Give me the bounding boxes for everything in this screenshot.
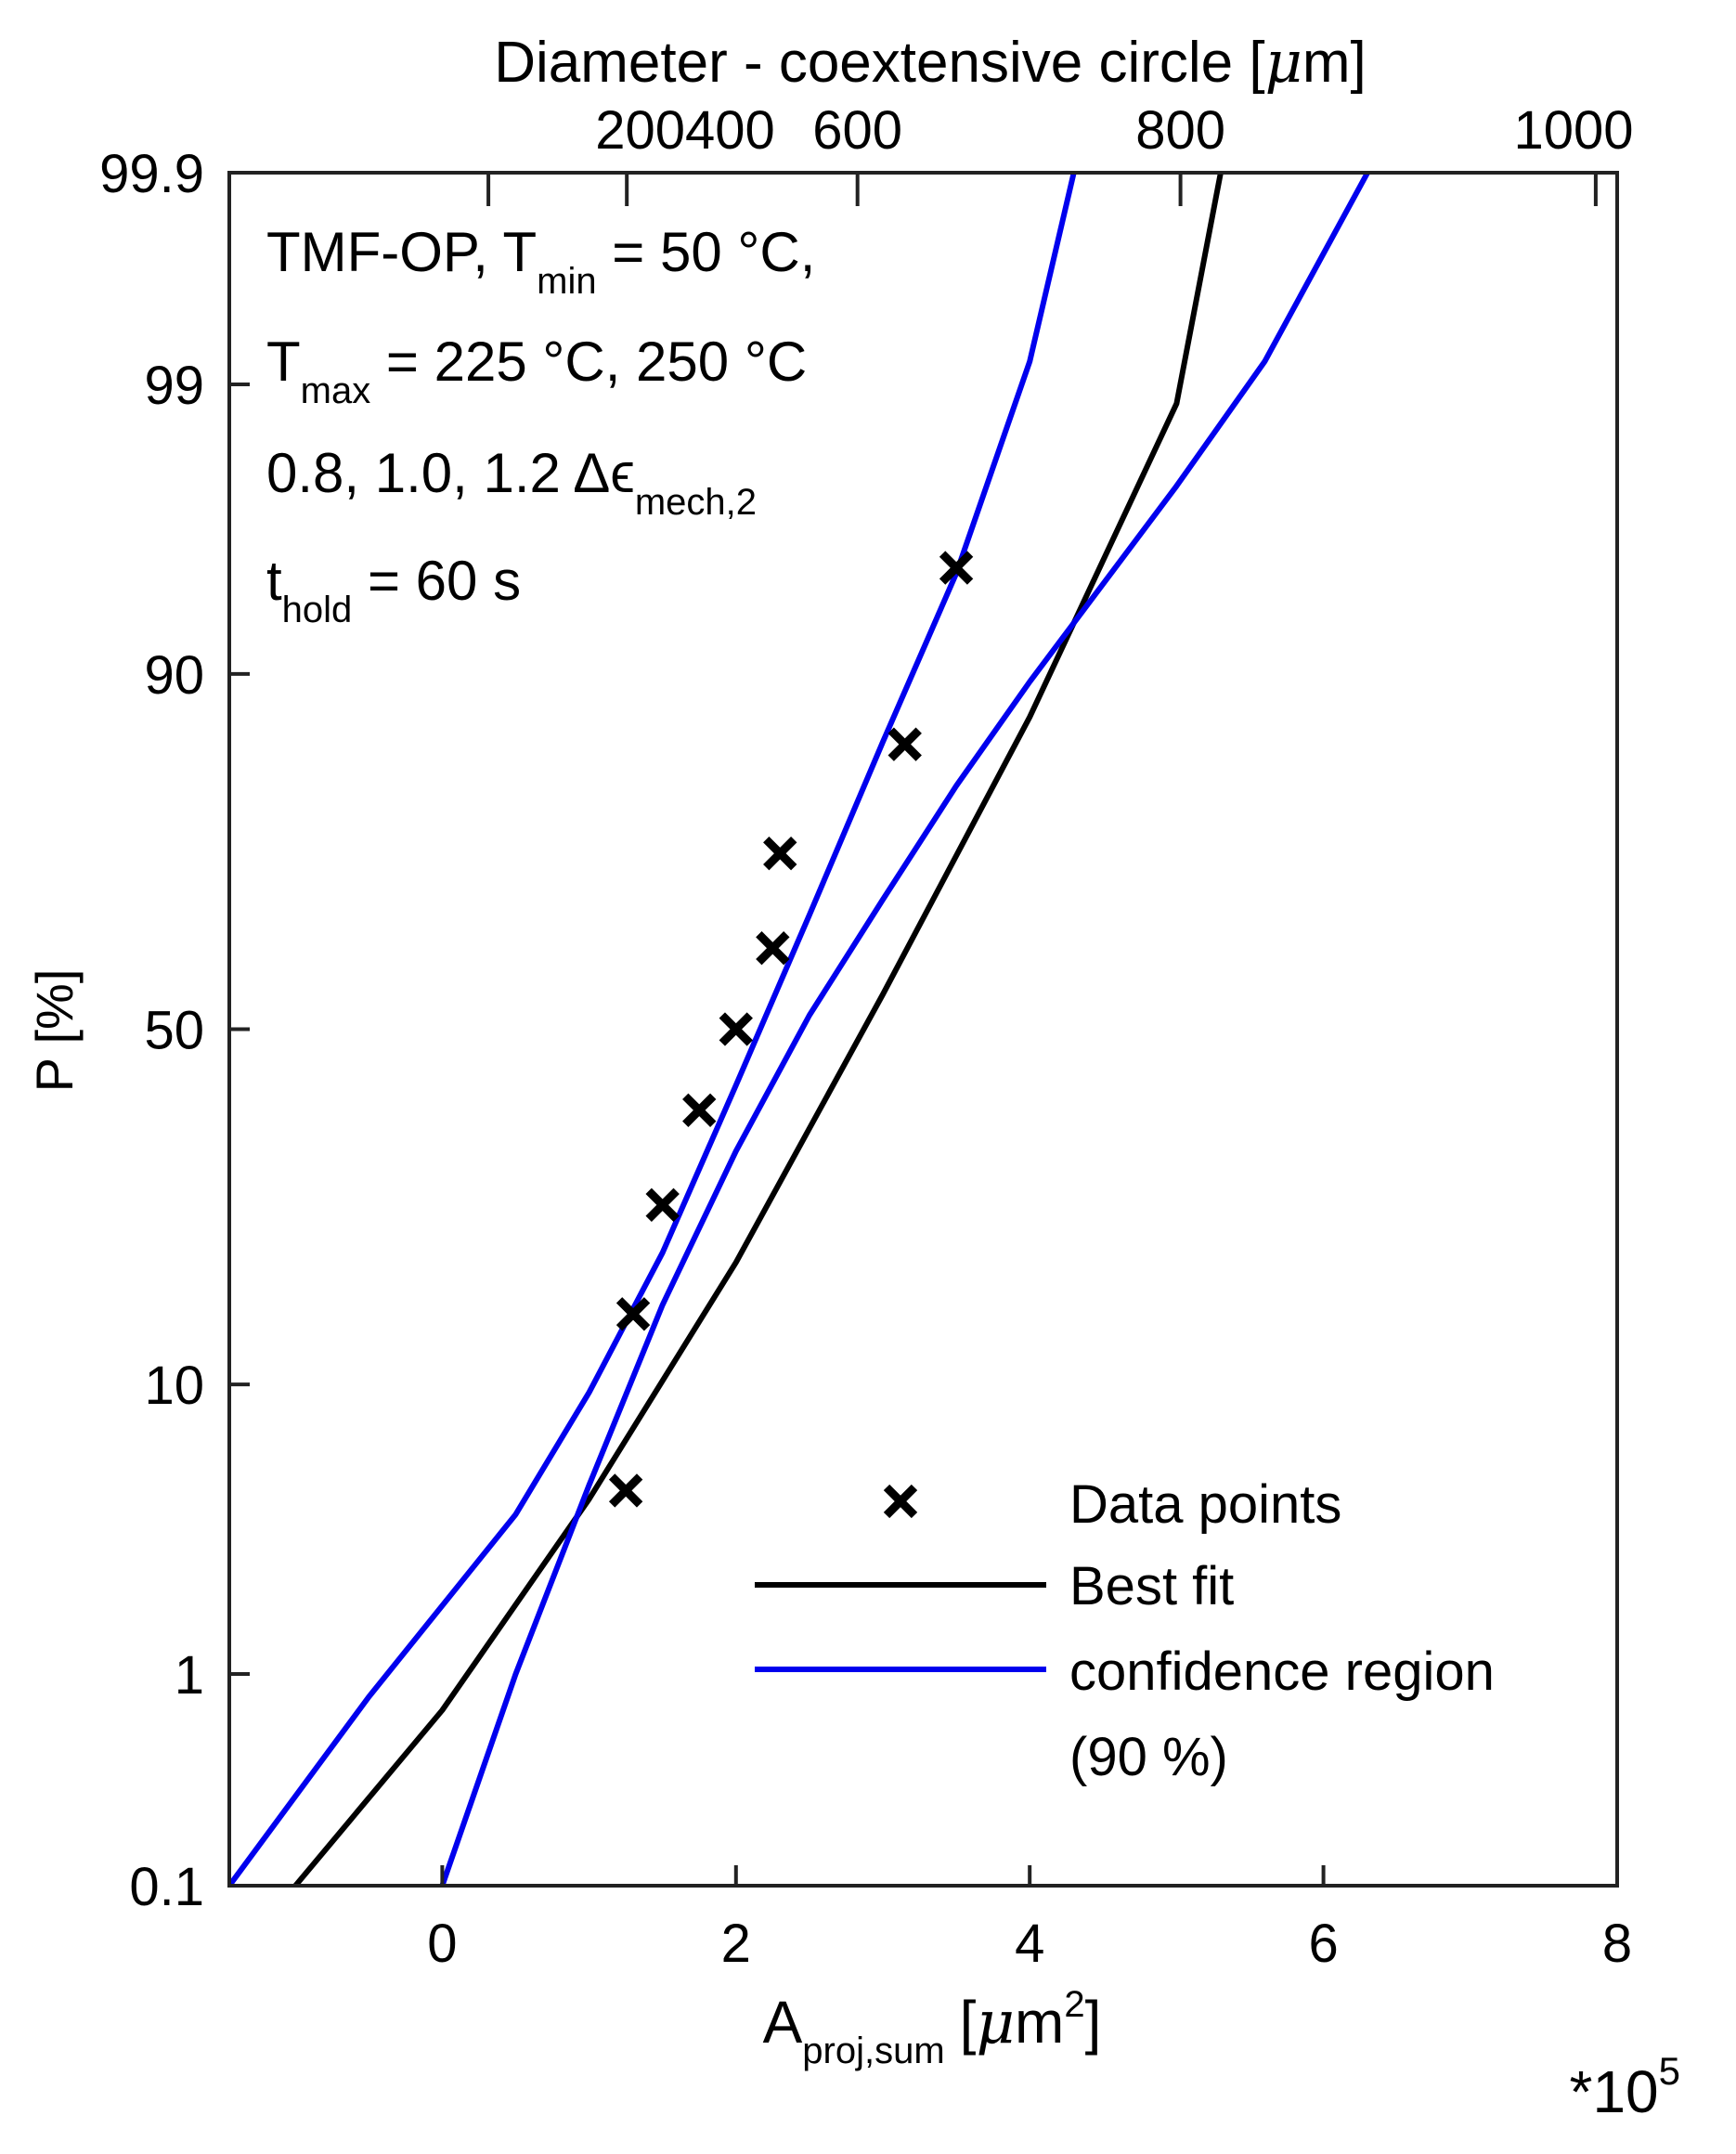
- x-axis-multiplier-exp: 5: [1659, 2049, 1680, 2093]
- annotation-line-4: thold = 60 s: [266, 550, 521, 630]
- legend-label-best-fit: Best fit: [1069, 1556, 1234, 1616]
- legend-label-data-points: Data points: [1069, 1474, 1341, 1535]
- y-tick-label: 99.9: [99, 144, 204, 204]
- x-ticks: 0 2 4 6 8: [427, 1865, 1632, 1974]
- annotation-line-1-a: TMF-OP, T: [266, 221, 537, 283]
- x-tick-label: 0: [427, 1914, 457, 1974]
- annotation: TMF-OP, Tmin = 50 °C, Tmax = 225 °C, 250…: [266, 221, 815, 630]
- annotation-line-2-sub: max: [301, 370, 371, 411]
- x-axis-multiplier-base: *10: [1570, 2058, 1659, 2125]
- annotation-line-1-b: = 50 °C,: [597, 221, 816, 283]
- annotation-line-4-b: = 60 s: [352, 550, 521, 612]
- top-axis-label-mu: μ: [1265, 28, 1302, 96]
- top-tick-label: 800: [1135, 100, 1225, 161]
- marker-layer: [608, 551, 974, 1508]
- annotation-line-3: 0.8, 1.0, 1.2 Δϵmech,2: [266, 442, 757, 523]
- data-point-marker: [608, 1473, 643, 1508]
- x-axis-multiplier: *105: [1570, 2049, 1680, 2125]
- y-tick-label: 10: [144, 1356, 204, 1416]
- y-ticks: 0.1 1 10 50 90 99 99.9: [99, 144, 250, 1917]
- top-tick-label-200-400: 200400: [595, 100, 775, 161]
- data-point-marker: [645, 1187, 680, 1222]
- x-axis-label-close: ]: [1085, 1989, 1102, 2056]
- y-axis-label: P [%]: [25, 969, 84, 1093]
- y-tick-label: 90: [144, 645, 204, 706]
- x-tick-label: 8: [1602, 1914, 1632, 1974]
- x-tick-label: 4: [1015, 1914, 1044, 1974]
- data-point-marker: [939, 551, 974, 585]
- legend: Data points Best fit confidence region (…: [755, 1474, 1495, 1787]
- data-point-marker: [682, 1093, 717, 1127]
- series-layer: [229, 173, 1370, 1886]
- annotation-line-1-sub: min: [537, 261, 596, 302]
- annotation-line-2-b: = 225 °C, 250 °C: [370, 331, 807, 393]
- x-axis-label-exp: 2: [1064, 1984, 1084, 2025]
- y-tick-label: 50: [144, 1001, 204, 1061]
- y-tick-label: 0.1: [129, 1857, 204, 1917]
- x-axis-label-sub: proj,sum: [802, 2031, 944, 2071]
- annotation-line-3-sub: mech,2: [635, 482, 757, 523]
- x-tick-label: 6: [1308, 1914, 1338, 1974]
- x-axis-label-mu: μ: [976, 1989, 1015, 2057]
- annotation-line-2: Tmax = 225 °C, 250 °C: [266, 331, 807, 411]
- annotation-line-3-a: 0.8, 1.0, 1.2 Δϵ: [266, 442, 635, 504]
- data-point-marker: [719, 1012, 753, 1046]
- legend-label-confidence: confidence region: [1069, 1641, 1495, 1702]
- legend-label-confidence-level: (90 %): [1069, 1727, 1228, 1787]
- series-line-best-fit: [292, 173, 1224, 1886]
- x-axis-label-base: m: [1015, 1989, 1064, 2056]
- top-tick-label: 600: [812, 100, 902, 161]
- y-tick-label: 99: [144, 356, 204, 416]
- annotation-line-4-sub: hold: [282, 590, 353, 630]
- data-point-marker: [763, 837, 797, 871]
- top-tick-label: 1000: [1513, 100, 1633, 161]
- data-point-marker: [887, 727, 922, 761]
- annotation-line-4-a: t: [266, 550, 282, 612]
- x-tick-label: 2: [721, 1914, 751, 1974]
- x-axis-label-open: [: [960, 1989, 977, 2056]
- top-axis-label-post: m]: [1302, 31, 1367, 95]
- x-axis-label-main: A: [763, 1989, 803, 2056]
- series-line-confidence-region: [229, 173, 1077, 1886]
- top-ticks: 600 800 1000: [486, 100, 1634, 206]
- data-point-marker: [756, 931, 790, 966]
- data-point-marker: [615, 1297, 651, 1331]
- x-axis-label: Aproj,sum [μm2]: [763, 1984, 1102, 2071]
- annotation-line-1: TMF-OP, Tmin = 50 °C,: [266, 221, 815, 302]
- series-line-confidence-region-upper: [439, 173, 1370, 1886]
- top-axis-label-pre: Diameter - coextensive circle [: [494, 31, 1264, 95]
- legend-marker-data-points: [883, 1484, 918, 1519]
- annotation-line-2-a: T: [266, 331, 301, 393]
- top-axis-label: Diameter - coextensive circle [μm]: [494, 28, 1367, 96]
- y-tick-label: 1: [175, 1645, 204, 1706]
